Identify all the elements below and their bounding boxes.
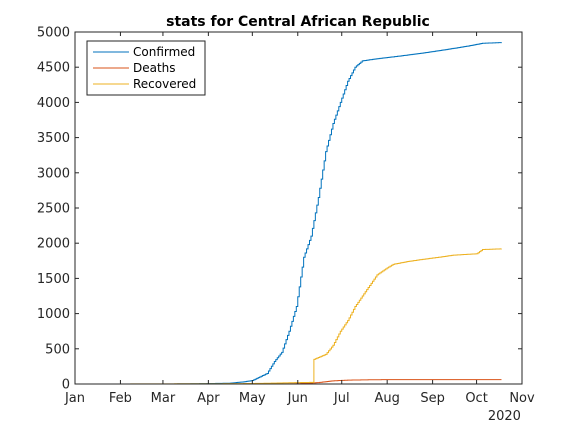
legend: Confirmed Deaths Recovered bbox=[86, 40, 206, 96]
x-tick-label: Jan bbox=[64, 391, 85, 406]
y-tick-label: 2000 bbox=[37, 237, 70, 252]
chart-title: stats for Central African Republic bbox=[166, 14, 430, 30]
y-tick-label: 3500 bbox=[37, 131, 70, 146]
x-tick-label: Feb bbox=[109, 391, 132, 406]
y-tick-label: 5000 bbox=[37, 26, 70, 41]
x-tick-label: Aug bbox=[374, 391, 399, 406]
x-tick-label: Mar bbox=[151, 391, 176, 406]
legend-label-confirmed: Confirmed bbox=[133, 45, 195, 59]
y-tick-label: 2500 bbox=[37, 202, 70, 217]
y-tick-label: 1000 bbox=[37, 307, 70, 322]
y-tick-label: 4000 bbox=[37, 96, 70, 111]
legend-label-deaths: Deaths bbox=[133, 61, 176, 75]
axes-layer: 0 500 1000 1500 2000 2500 3000 3500 4000 4500 5000… bbox=[37, 26, 535, 425]
y-tick-label: 500 bbox=[45, 342, 70, 357]
y-tick-label: 4500 bbox=[37, 61, 70, 76]
x-tick-label: May bbox=[239, 391, 266, 406]
x-tick-label: Jun bbox=[287, 391, 308, 406]
y-tick-label: 0 bbox=[62, 378, 70, 393]
x-year-label: 2020 bbox=[488, 409, 521, 424]
x-tick-label: Jul bbox=[333, 391, 350, 406]
x-tick-label: Apr bbox=[197, 391, 220, 406]
x-tick-label: Nov bbox=[509, 391, 535, 406]
legend-label-recovered: Recovered bbox=[133, 77, 196, 91]
x-tick-label: Sep bbox=[420, 391, 445, 406]
y-tick-label: 3000 bbox=[37, 166, 70, 181]
y-tick-label: 1500 bbox=[37, 272, 70, 287]
x-tick-label: Oct bbox=[465, 391, 487, 406]
